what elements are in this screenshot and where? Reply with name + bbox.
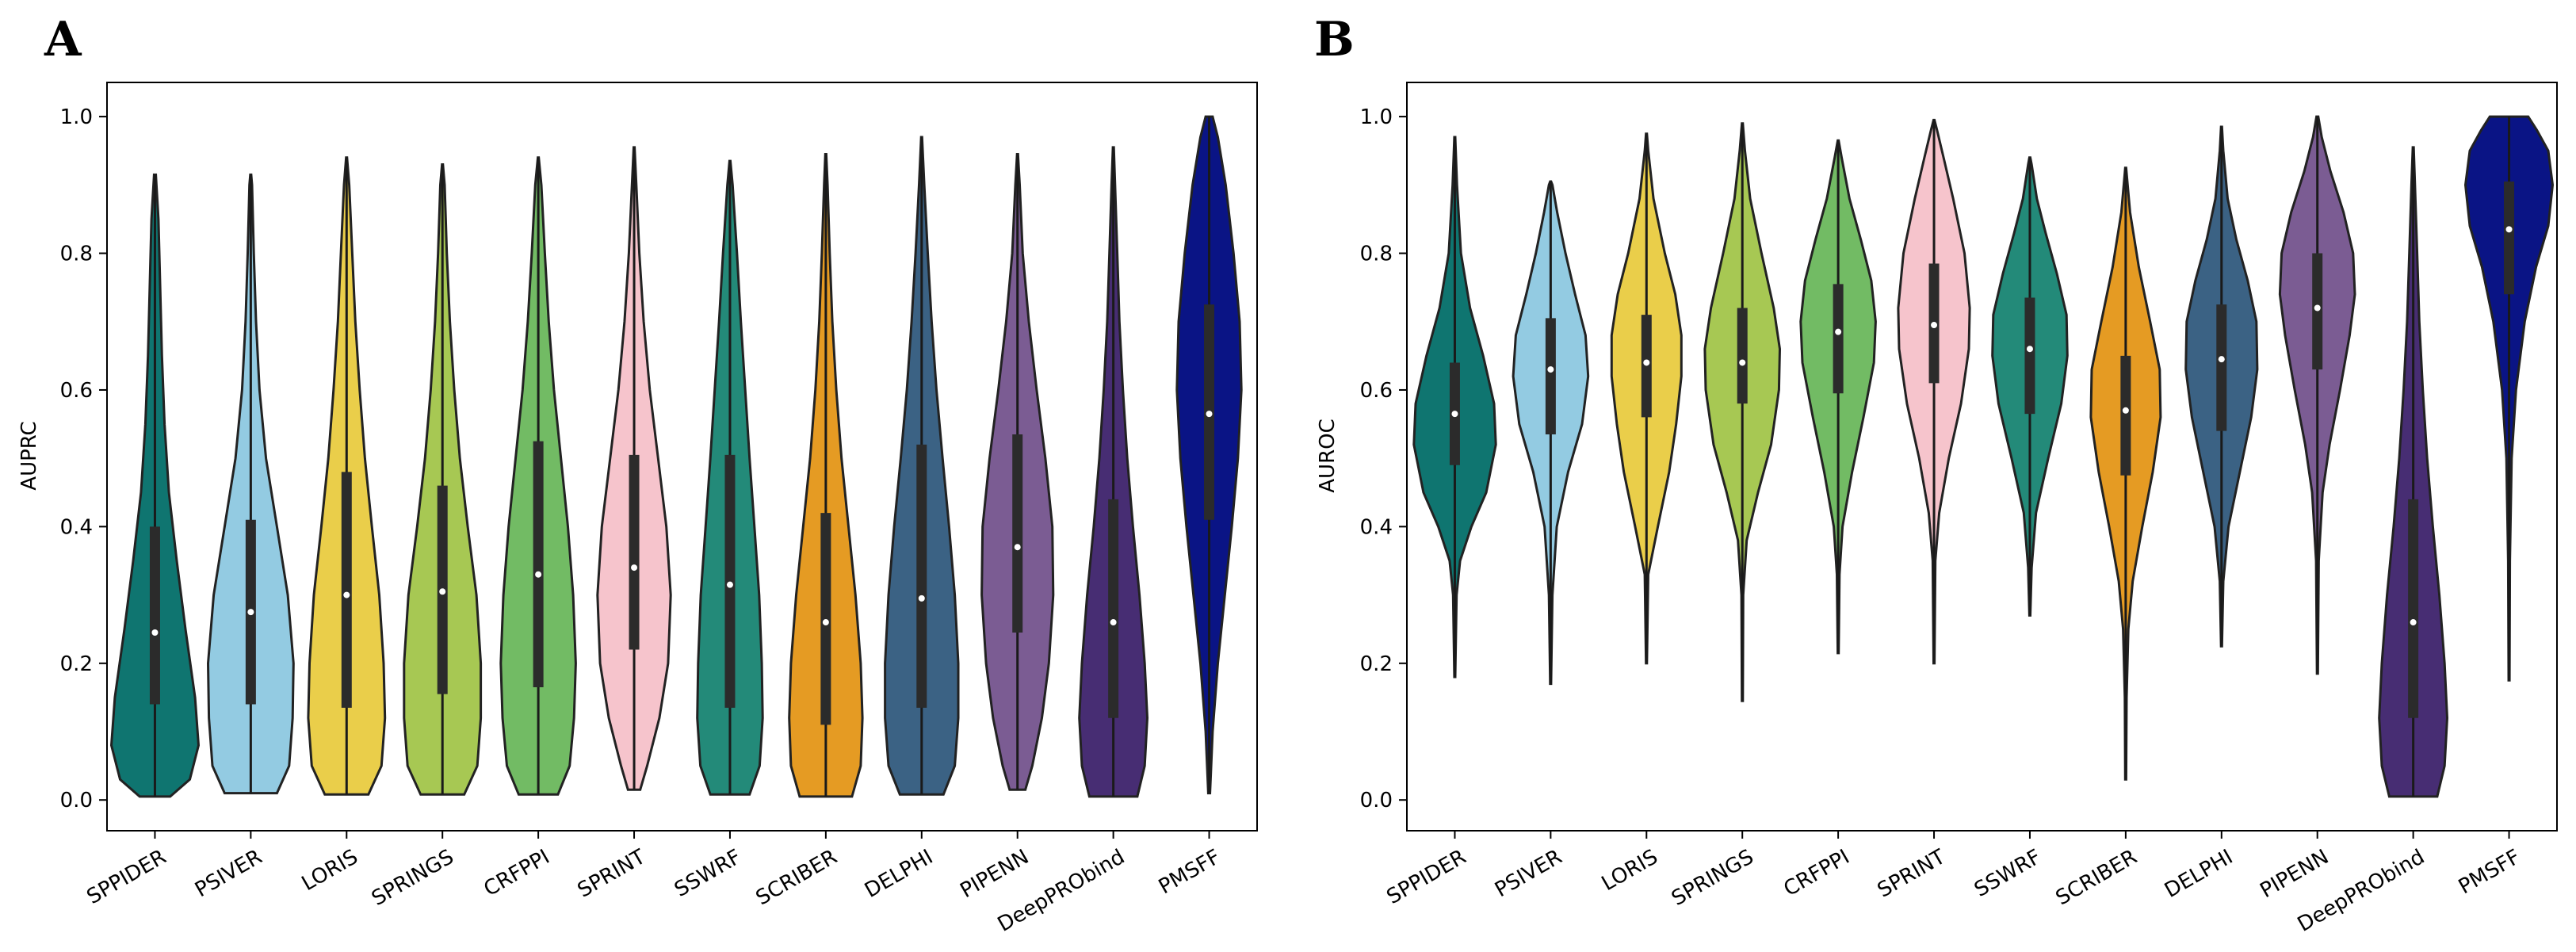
panel-a-median-dot (343, 591, 350, 598)
panel-b-ytick-label: 0.0 (1360, 789, 1393, 812)
panel-a-xtick-label: SPPIDER (83, 845, 170, 909)
panel-b-ytick-label: 0.8 (1360, 243, 1393, 266)
panel-b-letter: B (1314, 12, 1355, 67)
panel-b-xtick-label: PSIVER (1491, 845, 1566, 902)
panel-b-yaxis: 0.0 0.2 0.4 0.6 0.8 1.0 (1360, 105, 1407, 812)
panel-a-violin-pipenn (980, 153, 1055, 791)
panel-b-violin-sppider (1412, 136, 1497, 679)
panel-a-median-dot (822, 619, 829, 626)
panel-b-violin-scriber (2089, 166, 2162, 781)
panel-b-ytick-label: 1.0 (1360, 105, 1393, 129)
panel-a-xtick-label: CRFPPI (480, 845, 554, 901)
panel-a-xtick-label: SPRINGS (368, 845, 458, 911)
panel-b-xtick-label: SCRIBER (2052, 845, 2142, 910)
panel-b-xtick-label: SSWRF (1970, 845, 2045, 902)
panel-a-violin-delphi (884, 136, 960, 796)
panel-b-median-dot (1739, 359, 1746, 366)
panel-b-xaxis: SPPIDER PSIVER LORIS SPRINGS CRFPPI SPRINT SSW… (1383, 831, 2524, 937)
panel-b-xtick-label: PMSFF (2455, 845, 2524, 899)
panel-a-ytick-label: 0.4 (60, 515, 93, 539)
panel-a-violins (109, 115, 1243, 798)
panel-a-violin-sswrf (696, 159, 764, 796)
panel-a-ytick-label: 1.0 (60, 105, 93, 129)
panel-a-xtick-label: SCRIBER (752, 845, 842, 910)
panel-b-xtick-label: PIPENN (2256, 845, 2333, 903)
panel-a-xtick-label: DELPHI (861, 845, 937, 903)
panel-a-violin-sppider (109, 173, 201, 798)
panel-a-violin-pmsff (1175, 115, 1243, 795)
panel-a-median-dot (726, 581, 733, 588)
panel-b-median-dot (1931, 322, 1938, 329)
panel-a-median-dot (918, 595, 925, 602)
panel-b-median-dot (1547, 366, 1554, 373)
panel-a-violin-loris (307, 156, 387, 796)
panel-b-ytick-label: 0.4 (1360, 515, 1393, 539)
panel-b-xtick-label: SPRINT (1874, 845, 1950, 903)
panel-b-ytick-label: 0.6 (1360, 379, 1393, 403)
panel-a-violin-crfppi (499, 156, 577, 796)
panel-b-violins (1412, 115, 2555, 798)
panel-a-median-dot (247, 609, 254, 616)
panel-a-violin-sprint (596, 146, 672, 791)
panel-a-letter: A (44, 12, 82, 67)
panel-a-median-dot (631, 564, 638, 572)
panel-b-violin-loris (1610, 132, 1683, 665)
panel-a-xtick-label: PSIVER (191, 845, 266, 902)
panel-b-median-dot (1451, 411, 1458, 418)
panel-b-xtick-label: DELPHI (2161, 845, 2237, 903)
panel-a-xtick-label: LORIS (298, 845, 362, 896)
panel-b-ytick-label: 0.2 (1360, 652, 1393, 676)
panel-b-xtick-label: SPPIDER (1383, 845, 1470, 909)
panel-b-median-dot (2026, 346, 2033, 353)
panel-a-ylabel: AUPRC (17, 421, 41, 490)
panel-b-xtick-label: LORIS (1598, 845, 1662, 896)
panel-b-violin-crfppi (1799, 139, 1877, 655)
panel-b-median-dot (1835, 328, 1842, 335)
panel-b-median-dot (2505, 226, 2513, 233)
panel-b-violin-pipenn (2278, 115, 2356, 675)
panel-b-xtick-label: CRFPPI (1780, 845, 1854, 901)
panel-a-violin-scriber (788, 153, 864, 798)
panel-a-ytick-label: 0.8 (60, 243, 93, 266)
panel-b-violin-springs (1703, 122, 1782, 702)
panel-a-median-dot (1110, 619, 1117, 626)
panel-a-xtick-label: SSWRF (671, 845, 745, 902)
panel-b-median-dot (2122, 407, 2129, 414)
panel-a-xaxis: SPPIDER PSIVER LORIS SPRINGS CRFPPI SPRINT SSW… (83, 831, 1225, 937)
panel-a-median-dot (439, 588, 446, 595)
panel-b-median-dot (2218, 356, 2225, 363)
panel-a-xtick-label: PIPENN (956, 845, 1033, 903)
panel-a-ytick-label: 0.6 (60, 379, 93, 403)
panel-b-median-dot (2314, 304, 2321, 312)
panel-a-median-dot (151, 629, 159, 636)
panel-a-xtick-label: SPRINT (574, 845, 650, 903)
panel-a-frame (106, 82, 1258, 832)
panel-b: B AUROC 0.0 0.2 0.4 0.6 0.8 1.0 SPPIDER PSIVER… (1314, 12, 2558, 937)
panel-a-violin-springs (403, 163, 483, 796)
panel-b-violin-sprint (1897, 118, 1971, 665)
panel-b-ylabel: AUROC (1316, 419, 1340, 493)
panel-b-violin-sswrf (1991, 156, 2069, 617)
panel-b-violin-delphi (2184, 125, 2259, 648)
panel-a-xtick-label: PMSFF (1155, 845, 1225, 899)
panel-b-violin-pmsff (2463, 115, 2555, 682)
panel-b-median-dot (1643, 359, 1650, 366)
panel-a-ytick-label: 0.2 (60, 652, 93, 676)
panel-a-yaxis: 0.0 0.2 0.4 0.6 0.8 1.0 (60, 105, 107, 812)
panel-b-frame (1406, 82, 2558, 832)
panel-a: A AUPRC 0.0 0.2 0.4 0.6 0.8 1.0 SPPIDER PSIVER… (17, 12, 1258, 937)
panel-a-median-dot (535, 571, 542, 578)
panel-b-violin-psiver (1512, 180, 1590, 686)
panel-a-violin-deepprobind (1078, 146, 1149, 798)
panel-a-median-dot (1206, 411, 1213, 418)
panel-b-violin-deepprobind (2378, 146, 2449, 798)
panel-a-violin-psiver (206, 173, 295, 795)
panel-b-median-dot (2410, 619, 2417, 626)
panel-b-xtick-label: SPRINGS (1668, 845, 1758, 911)
panel-a-ytick-label: 0.0 (60, 789, 93, 812)
panel-a-median-dot (1014, 544, 1021, 551)
